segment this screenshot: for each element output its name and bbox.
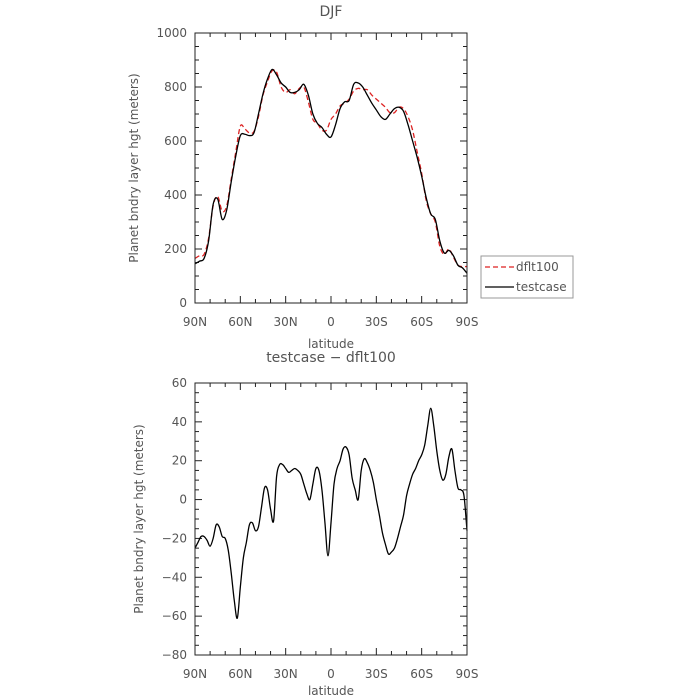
top-y-tick-label: 400 xyxy=(164,188,187,202)
top-ticks xyxy=(194,32,468,304)
bottom-y-axis-label: Planet bndry layer hgt (meters) xyxy=(132,424,146,614)
top-y-tick-label: 600 xyxy=(164,134,187,148)
bottom-x-tick-label: 0 xyxy=(327,667,335,681)
bottom-y-tick-label: −80 xyxy=(162,648,187,662)
bottom-series-line-diff0 xyxy=(194,407,468,619)
bottom-x-tick-label: 60S xyxy=(410,667,433,681)
bottom-x-tick-label: 90S xyxy=(456,667,479,681)
top-series-line-testcase xyxy=(194,68,468,274)
bottom-chart-title: testcase − dflt100 xyxy=(266,350,396,366)
bottom-x-tick-label: 30N xyxy=(274,667,298,681)
top-chart-title: DJF xyxy=(320,4,343,20)
top-x-axis-label: latitude xyxy=(308,337,354,351)
bottom-y-tick-label: 0 xyxy=(179,493,187,507)
legend-box xyxy=(480,255,574,299)
top-series-line-dflt100 xyxy=(194,69,468,268)
top-x-tick-label: 90N xyxy=(183,315,207,329)
bottom-y-tick-label: 40 xyxy=(172,415,187,429)
top-tick-labels: 90N 60N 30N 0 30S 60S 90S 0 200 400 600 800 1000 xyxy=(156,26,478,329)
bottom-panel: testcase − dflt100 90N 60N 30N 0 30S 60S 90S −8… xyxy=(132,350,478,698)
legend: dflt100 testcase xyxy=(480,255,574,299)
bottom-tick-labels: 90N 60N 30N 0 30S 60S 90S −80 −60 −40 −20 0 20 40 60 xyxy=(162,376,479,681)
top-panel: DJF 90N 60N 30N 0 30S 60S 90S 0 200 400 600 800 1000… xyxy=(127,4,574,351)
top-x-tick-label: 30S xyxy=(365,315,388,329)
top-series-group xyxy=(194,68,468,274)
top-x-tick-label: 90S xyxy=(456,315,479,329)
top-x-tick-label: 60N xyxy=(228,315,252,329)
bottom-y-tick-label: −40 xyxy=(162,570,187,584)
bottom-x-tick-label: 60N xyxy=(228,667,252,681)
top-y-tick-label: 200 xyxy=(164,242,187,256)
top-y-tick-label: 800 xyxy=(164,80,187,94)
legend-label-dflt100: dflt100 xyxy=(516,260,559,274)
bottom-series-group xyxy=(194,407,468,619)
bottom-y-tick-label: 60 xyxy=(172,376,187,390)
bottom-y-tick-label: −20 xyxy=(162,531,187,545)
bottom-plot-frame xyxy=(194,382,468,656)
bottom-y-tick-label: −60 xyxy=(162,609,187,623)
top-y-axis-label: Planet bndry layer hgt (meters) xyxy=(127,73,141,263)
top-y-tick-label: 0 xyxy=(179,296,187,310)
legend-label-testcase: testcase xyxy=(516,280,567,294)
bottom-x-tick-label: 90N xyxy=(183,667,207,681)
top-x-tick-label: 0 xyxy=(327,315,335,329)
bottom-x-axis-label: latitude xyxy=(308,684,354,698)
top-x-tick-label: 60S xyxy=(410,315,433,329)
bottom-x-tick-label: 30S xyxy=(365,667,388,681)
top-plot-frame xyxy=(194,32,468,304)
top-x-tick-label: 30N xyxy=(274,315,298,329)
bottom-y-tick-label: 20 xyxy=(172,454,187,468)
top-y-tick-label: 1000 xyxy=(156,26,187,40)
